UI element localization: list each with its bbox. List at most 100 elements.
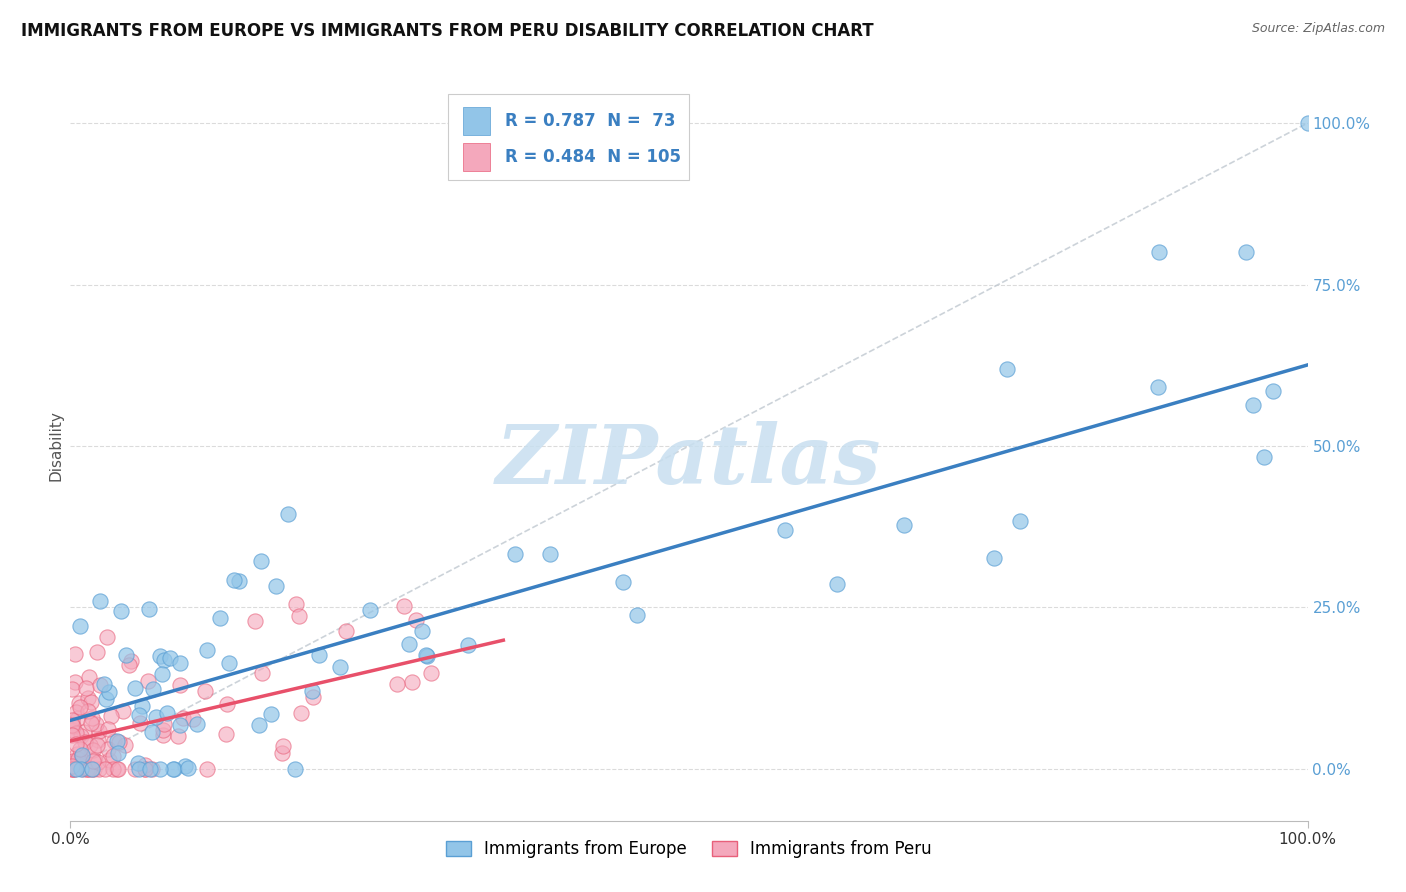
Point <box>612 574 634 589</box>
Point <box>162 762 184 776</box>
Point <box>65 705 87 719</box>
Point <box>60 762 83 776</box>
Point <box>1147 245 1170 260</box>
Point <box>107 762 129 776</box>
Point <box>80 762 103 776</box>
Point <box>76 704 98 718</box>
Point <box>162 762 184 776</box>
Point <box>825 576 848 591</box>
Point <box>138 602 160 616</box>
Point <box>86 755 108 769</box>
Point <box>67 758 90 772</box>
Point <box>194 684 217 698</box>
Point <box>87 733 110 747</box>
Point <box>69 699 91 714</box>
Point <box>66 711 89 725</box>
Point <box>218 656 240 670</box>
Point <box>101 762 124 776</box>
Point <box>110 604 132 618</box>
Point <box>80 715 103 730</box>
Point <box>87 724 110 739</box>
Point <box>76 691 98 706</box>
Point <box>169 656 191 670</box>
Point <box>1253 450 1275 464</box>
Point <box>277 508 299 522</box>
Point <box>124 681 146 696</box>
Point <box>79 762 101 776</box>
Point <box>141 724 163 739</box>
Point <box>540 547 562 561</box>
Point <box>83 762 105 776</box>
Point <box>83 753 105 767</box>
Point <box>82 754 104 768</box>
Point <box>98 685 121 699</box>
Point <box>159 650 181 665</box>
Point <box>105 762 128 776</box>
Point <box>69 741 91 756</box>
Point <box>1296 116 1319 130</box>
Point <box>457 638 479 652</box>
Point <box>65 762 87 776</box>
Point <box>70 755 93 769</box>
Point <box>97 741 120 756</box>
Point <box>120 654 142 668</box>
Point <box>70 729 93 743</box>
Point <box>139 762 162 776</box>
Point <box>195 643 218 657</box>
Point <box>411 624 433 639</box>
Point <box>60 759 83 773</box>
Point <box>153 653 176 667</box>
Point <box>107 746 129 760</box>
Point <box>70 762 93 776</box>
FancyBboxPatch shape <box>447 94 689 180</box>
Point <box>89 678 111 692</box>
Point <box>287 608 309 623</box>
Point <box>105 734 128 748</box>
Point <box>82 762 104 776</box>
Point <box>72 749 94 764</box>
Point <box>107 734 129 748</box>
Point <box>103 734 125 748</box>
Point <box>145 710 167 724</box>
Point <box>626 608 648 623</box>
Point <box>134 762 156 776</box>
Point <box>84 717 107 731</box>
Point <box>97 722 120 736</box>
Text: R = 0.787  N =  73: R = 0.787 N = 73 <box>505 112 675 130</box>
Point <box>89 594 111 608</box>
Point <box>73 724 96 739</box>
Point <box>94 691 117 706</box>
Point <box>128 762 150 776</box>
Point <box>60 762 83 776</box>
Point <box>100 708 122 723</box>
Point <box>169 678 191 692</box>
Point <box>394 599 416 613</box>
Point <box>271 739 294 753</box>
Point <box>63 762 86 776</box>
Point <box>69 619 91 633</box>
Point <box>62 754 84 768</box>
Point <box>266 579 288 593</box>
Point <box>134 762 156 776</box>
Point <box>415 648 437 663</box>
Point <box>87 762 110 776</box>
Point <box>149 762 172 776</box>
Point <box>308 648 330 663</box>
Point <box>186 717 208 731</box>
Point <box>141 762 163 776</box>
Point <box>96 630 118 644</box>
Point <box>152 728 174 742</box>
Point <box>127 756 149 770</box>
Point <box>67 752 90 766</box>
Point <box>63 762 86 776</box>
Y-axis label: Disability: Disability <box>48 410 63 482</box>
Point <box>62 713 84 727</box>
Point <box>80 711 103 725</box>
Point <box>359 603 381 617</box>
Point <box>63 647 86 661</box>
Point <box>82 742 104 756</box>
Point <box>174 759 197 773</box>
Point <box>67 697 90 711</box>
Point <box>63 675 86 690</box>
Point <box>301 690 323 705</box>
